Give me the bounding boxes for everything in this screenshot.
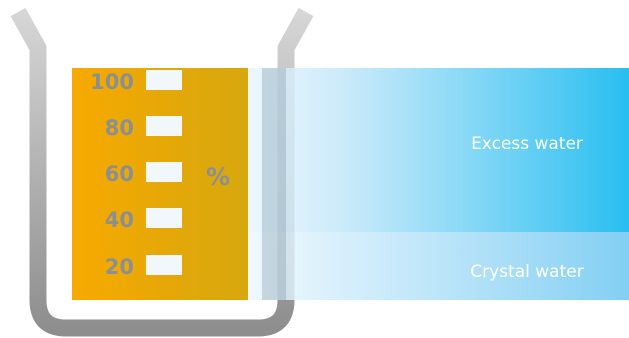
percent-unit: % bbox=[206, 163, 230, 191]
scale-label-80: 80 bbox=[105, 116, 134, 140]
crystal-water-band bbox=[248, 232, 629, 300]
beaker-icon bbox=[10, 7, 314, 337]
scale-label-100: 100 bbox=[90, 70, 134, 94]
crystal-water-label: Crystal water bbox=[470, 262, 583, 282]
scale-tick-80 bbox=[146, 116, 182, 136]
scale-tick-20 bbox=[146, 255, 182, 275]
excess-water-label: Excess water bbox=[471, 134, 583, 154]
scale-label-20: 20 bbox=[105, 255, 134, 279]
scale-tick-40 bbox=[146, 208, 182, 228]
excess-water-band bbox=[248, 68, 629, 232]
scale-label-40: 40 bbox=[105, 208, 134, 232]
scale-tick-60 bbox=[146, 162, 182, 182]
beaker-wall-overlay bbox=[262, 68, 286, 300]
scale-labels: 100 80 60 40 20 bbox=[90, 70, 134, 279]
scale-ticks bbox=[146, 70, 182, 275]
scale-tick-100 bbox=[146, 70, 182, 90]
scale-label-60: 60 bbox=[105, 162, 134, 186]
